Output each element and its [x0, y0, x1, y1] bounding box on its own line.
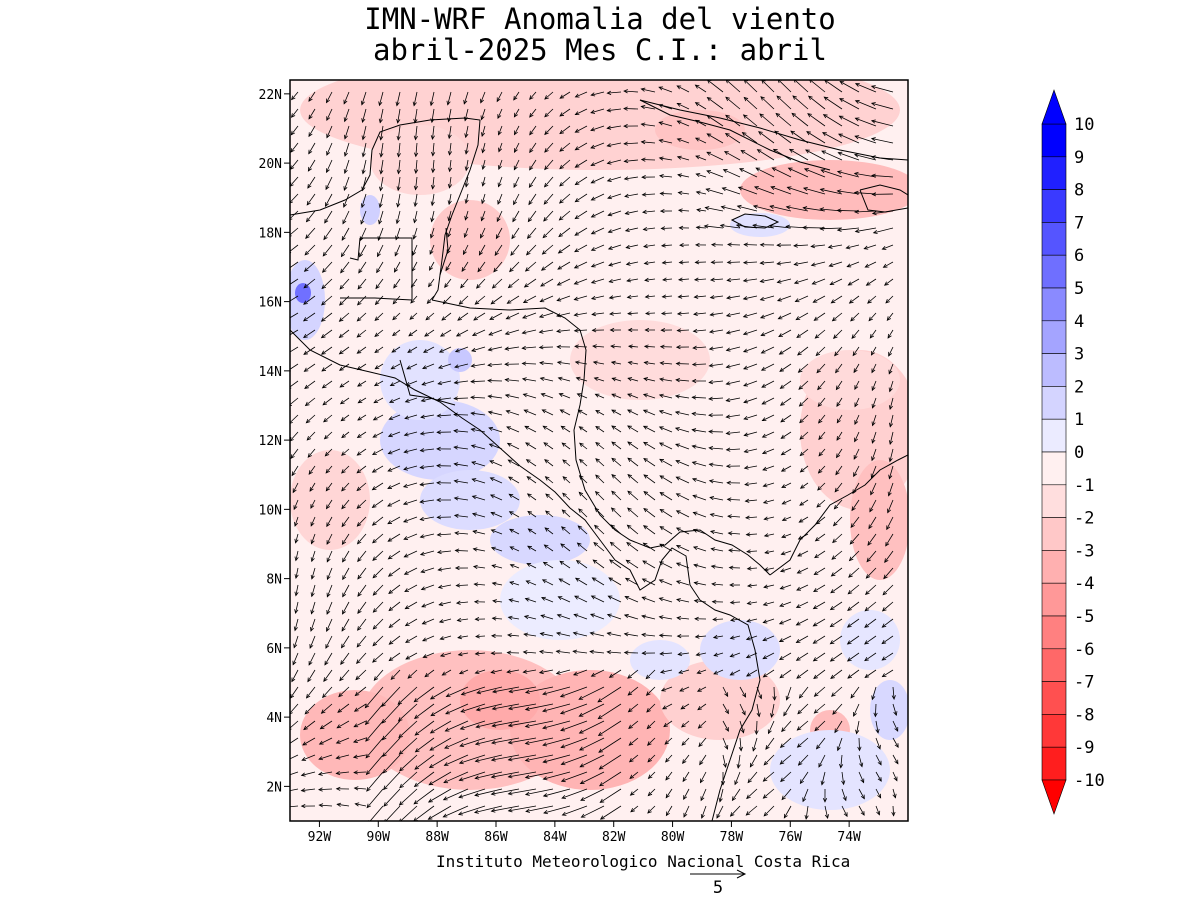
colorbar-segment [1042, 649, 1066, 682]
lat-tick-label: 22N [259, 88, 282, 103]
colorbar-segment [1042, 485, 1066, 518]
lon-tick-label: 90W [367, 830, 391, 845]
colorbar-segment [1042, 190, 1066, 223]
lon-tick-label: 76W [779, 830, 803, 845]
colorbar-segment [1042, 288, 1066, 321]
colorbar-label: 2 [1074, 377, 1084, 397]
colorbar-label: 9 [1074, 148, 1084, 168]
colorbar-segment [1042, 714, 1066, 747]
credit-text: Instituto Meteorologico Nacional Costa R… [436, 852, 856, 871]
colorbar-label: 6 [1074, 246, 1084, 266]
colorbar-segment [1042, 124, 1066, 157]
colorbar-segment [1042, 222, 1066, 255]
colorbar-label: -2 [1074, 509, 1094, 529]
colorbar-label: -10 [1074, 771, 1105, 791]
colorbar-segment [1042, 747, 1066, 780]
colorbar-segment [1042, 452, 1066, 485]
lon-tick-label: 78W [720, 830, 744, 845]
colorbar-segment [1042, 354, 1066, 387]
lat-tick-label: 6N [266, 642, 282, 657]
lat-tick-label: 8N [266, 573, 282, 588]
colorbar-segment [1042, 255, 1066, 288]
colorbar-segment [1042, 518, 1066, 551]
colorbar-top-arrow [1042, 90, 1066, 124]
colorbar-label: 3 [1074, 345, 1084, 365]
lat-tick-label: 20N [259, 157, 282, 172]
map-figure: 22N 20N 18N 16N 14N 12N 10N 8N 6N 4N 2N 92W 90W 88W 8… [0, 0, 1200, 900]
colorbar-label: 10 [1074, 115, 1094, 135]
lon-tick-label: 82W [602, 830, 626, 845]
colorbar-label: -7 [1074, 673, 1094, 693]
lat-tick-label: 18N [259, 226, 282, 241]
colorbar-segment [1042, 682, 1066, 715]
colorbar-label: -1 [1074, 476, 1094, 496]
colorbar-label: -6 [1074, 640, 1094, 660]
colorbar-label: 5 [1074, 279, 1084, 299]
colorbar-label: -8 [1074, 705, 1094, 725]
colorbar-label: -4 [1074, 574, 1094, 594]
colorbar-segment [1042, 157, 1066, 190]
lon-tick-label: 86W [484, 830, 508, 845]
colorbar-segment [1042, 550, 1066, 583]
lat-tick-label: 4N [266, 711, 282, 726]
lon-tick-label: 88W [425, 830, 449, 845]
colorbar-label: -9 [1074, 738, 1094, 758]
lat-tick-label: 2N [266, 780, 282, 795]
lat-tick-label: 14N [259, 365, 282, 380]
colorbar-label: 1 [1074, 410, 1084, 430]
plot-area [284, 50, 920, 824]
lon-tick-label: 92W [308, 830, 332, 845]
colorbar-segment [1042, 321, 1066, 354]
colorbar-segment [1042, 583, 1066, 616]
lat-tick-label: 10N [259, 503, 282, 518]
lat-tick-label: 16N [259, 296, 282, 311]
lon-tick-label: 84W [543, 830, 567, 845]
colorbar-label: -5 [1074, 607, 1094, 627]
colorbar-label: 8 [1074, 181, 1084, 201]
longitude-axis: 92W 90W 88W 86W 84W 82W 80W 78W 76W 74W [308, 821, 861, 845]
colorbar-segment [1042, 419, 1066, 452]
colorbar-bottom-arrow [1042, 780, 1066, 814]
colorbar-label: 0 [1074, 443, 1084, 463]
colorbar-segment [1042, 386, 1066, 419]
reference-vector-label: 5 [700, 878, 736, 898]
colorbar-label: 7 [1074, 213, 1084, 233]
colorbar-label: -3 [1074, 541, 1094, 561]
lat-tick-label: 12N [259, 434, 282, 449]
colorbar: 109876543210-1-2-3-4-5-6-7-8-9-10 [1042, 90, 1105, 814]
lon-tick-label: 80W [661, 830, 685, 845]
lon-tick-label: 74W [837, 830, 861, 845]
reference-vector-arrow [690, 870, 745, 878]
colorbar-label: 4 [1074, 312, 1084, 332]
colorbar-segment [1042, 616, 1066, 649]
latitude-axis: 22N 20N 18N 16N 14N 12N 10N 8N 6N 4N 2N [259, 88, 290, 796]
